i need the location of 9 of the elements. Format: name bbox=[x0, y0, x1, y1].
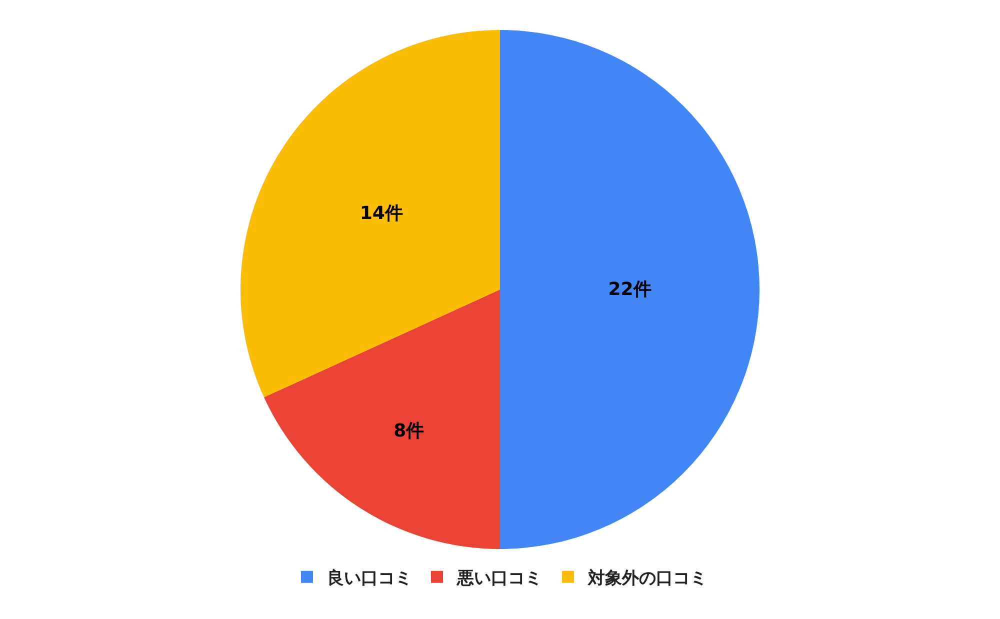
pie-slice bbox=[264, 290, 500, 549]
pie-slice bbox=[240, 30, 500, 398]
data-label: 14件 bbox=[360, 202, 403, 224]
legend-label: 良い口コミ bbox=[327, 568, 412, 589]
data-label: 22件 bbox=[608, 279, 652, 300]
pie-slice bbox=[500, 30, 759, 549]
legend-label: 対象外の口コミ bbox=[587, 568, 707, 589]
legend-label: 悪い口コミ bbox=[456, 568, 542, 589]
data-label: 8件 bbox=[394, 420, 424, 442]
